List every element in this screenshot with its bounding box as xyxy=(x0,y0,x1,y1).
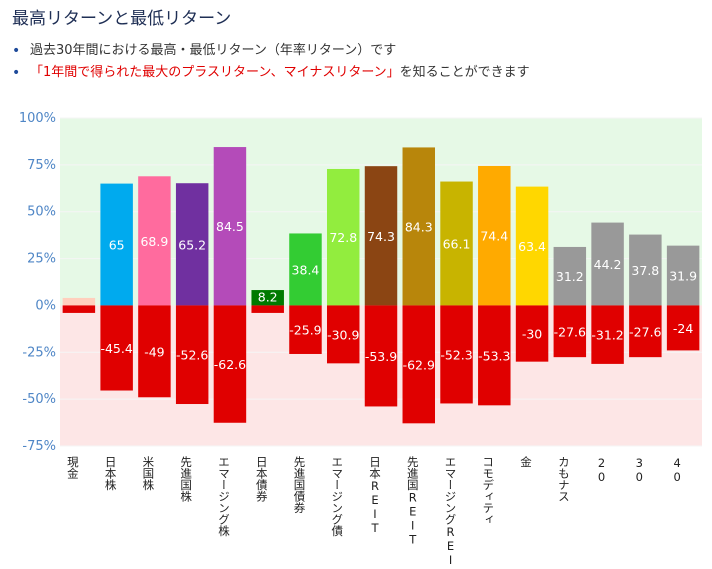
negative-bar xyxy=(666,305,700,351)
negative-value-label: -53.3 xyxy=(478,348,510,363)
negative-bar xyxy=(402,305,436,424)
positive-bar xyxy=(364,166,398,306)
bullet-item: 過去30年間における最高・最低リターン（年率リターン）です xyxy=(10,40,530,62)
x-tick-label: エマージングREIT xyxy=(444,456,458,569)
y-tick-label: 25% xyxy=(27,252,56,267)
positive-value-label: 37.8 xyxy=(631,263,659,278)
positive-value-label: 74.3 xyxy=(367,229,395,244)
positive-value-label: 84.5 xyxy=(216,219,244,234)
negative-bar xyxy=(553,305,587,358)
positive-bar xyxy=(629,234,662,306)
y-tick-label: 75% xyxy=(27,158,56,173)
positive-value-label: 72.8 xyxy=(329,230,357,245)
bullet-highlight: 「1年間で得られた最大のプラスリターン、マイナスリターン」 xyxy=(30,65,400,80)
x-tick-label: 金 xyxy=(519,455,533,467)
x-tick-label: 米国株 xyxy=(141,456,155,491)
negative-bar xyxy=(326,305,360,364)
positive-bar xyxy=(440,181,473,306)
negative-value-label: -30.9 xyxy=(327,327,359,342)
positive-value-label: 66.1 xyxy=(443,236,471,251)
negative-value-label: -25.9 xyxy=(289,323,321,338)
positive-value-label: 84.3 xyxy=(405,219,433,234)
negative-bar xyxy=(515,305,549,362)
negative-bar xyxy=(364,305,398,407)
positive-bar xyxy=(62,297,96,306)
positive-bar xyxy=(326,168,360,306)
negative-value-label: -27.6 xyxy=(629,324,661,339)
negative-value-label: -62.9 xyxy=(403,357,435,372)
negative-bar xyxy=(213,305,247,423)
negative-bar xyxy=(440,305,473,404)
positive-value-label: 74.4 xyxy=(480,229,508,244)
positive-value-label: 65.2 xyxy=(178,237,206,252)
x-tick-label: 日本債券 xyxy=(255,456,269,502)
bullet-text: 過去30年間における最高・最低リターン（年率リターン）です xyxy=(30,43,397,58)
x-tick-label: 40 xyxy=(670,456,684,484)
positive-value-label: 65 xyxy=(109,238,125,253)
negative-value-label: -53.9 xyxy=(365,349,397,364)
y-tick-label: -50% xyxy=(22,392,56,407)
y-tick-label: -25% xyxy=(22,345,56,360)
negative-bar xyxy=(251,305,284,313)
positive-bar xyxy=(100,183,133,306)
y-tick-label: -75% xyxy=(22,439,56,454)
x-tick-label: 先進国株 xyxy=(179,456,193,503)
negative-value-label: -24 xyxy=(673,321,693,336)
positive-value-label: 44.2 xyxy=(594,257,622,272)
description-list: 過去30年間における最高・最低リターン（年率リターン）です 「1年間で得られた最… xyxy=(10,40,530,84)
x-tick-label: カもナス xyxy=(557,456,571,502)
x-tick-label: 現金 xyxy=(66,456,80,479)
negative-value-label: -31.2 xyxy=(591,328,623,343)
negative-value-label: -52.6 xyxy=(176,348,208,363)
positive-value-label: 8.2 xyxy=(258,290,278,305)
negative-bar xyxy=(629,305,662,358)
positive-bar xyxy=(251,290,284,306)
positive-bar xyxy=(175,183,209,306)
negative-bar xyxy=(175,305,209,405)
positive-bar xyxy=(666,245,700,306)
y-tick-label: 0% xyxy=(35,298,56,313)
negative-value-label: -52.3 xyxy=(440,347,472,362)
negative-bar xyxy=(62,305,96,313)
y-tick-label: 100% xyxy=(19,111,56,126)
x-tick-label: エマージング株 xyxy=(217,456,231,537)
negative-bar xyxy=(478,305,511,406)
positive-bar xyxy=(402,147,436,306)
negative-bar xyxy=(289,305,322,354)
x-tick-label: 20 xyxy=(595,456,609,484)
x-tick-label: 日本株 xyxy=(104,456,118,491)
negative-value-label: -27.6 xyxy=(554,324,586,339)
x-tick-label: コモディティ xyxy=(481,456,495,525)
positive-bar xyxy=(591,222,624,306)
positive-value-label: 68.9 xyxy=(140,234,168,249)
positive-value-label: 31.9 xyxy=(669,269,697,284)
bullet-suffix: を知ることができます xyxy=(399,65,530,80)
x-tick-label: エマージング債 xyxy=(330,456,344,537)
negative-value-label: -30 xyxy=(522,327,542,342)
x-tick-label: 先進国REIT xyxy=(406,456,420,547)
positive-bar xyxy=(289,233,322,306)
positive-bar xyxy=(553,246,587,306)
x-tick-label: 日本REIT xyxy=(368,456,382,535)
positive-bar xyxy=(138,176,171,306)
negative-value-label: -49 xyxy=(144,344,164,359)
negative-value-label: -45.4 xyxy=(100,341,132,356)
positive-bar xyxy=(515,186,549,306)
positive-value-label: 31.2 xyxy=(556,269,584,284)
x-tick-label: 先進国債券 xyxy=(292,456,306,514)
positive-value-label: 38.4 xyxy=(292,262,320,277)
bullet-item: 「1年間で得られた最大のプラスリターン、マイナスリターン」を知ることができます xyxy=(10,62,530,84)
page-title: 最高リターンと最低リターン xyxy=(12,9,232,29)
positive-bar xyxy=(213,147,247,306)
positive-bar xyxy=(478,165,511,306)
negative-bar xyxy=(100,305,133,391)
negative-value-label: -62.6 xyxy=(214,357,246,372)
negative-bar xyxy=(138,305,171,398)
negative-bar xyxy=(591,305,624,364)
x-tick-label: 30 xyxy=(632,456,646,484)
positive-value-label: 63.4 xyxy=(518,239,546,254)
y-tick-label: 50% xyxy=(27,205,56,220)
